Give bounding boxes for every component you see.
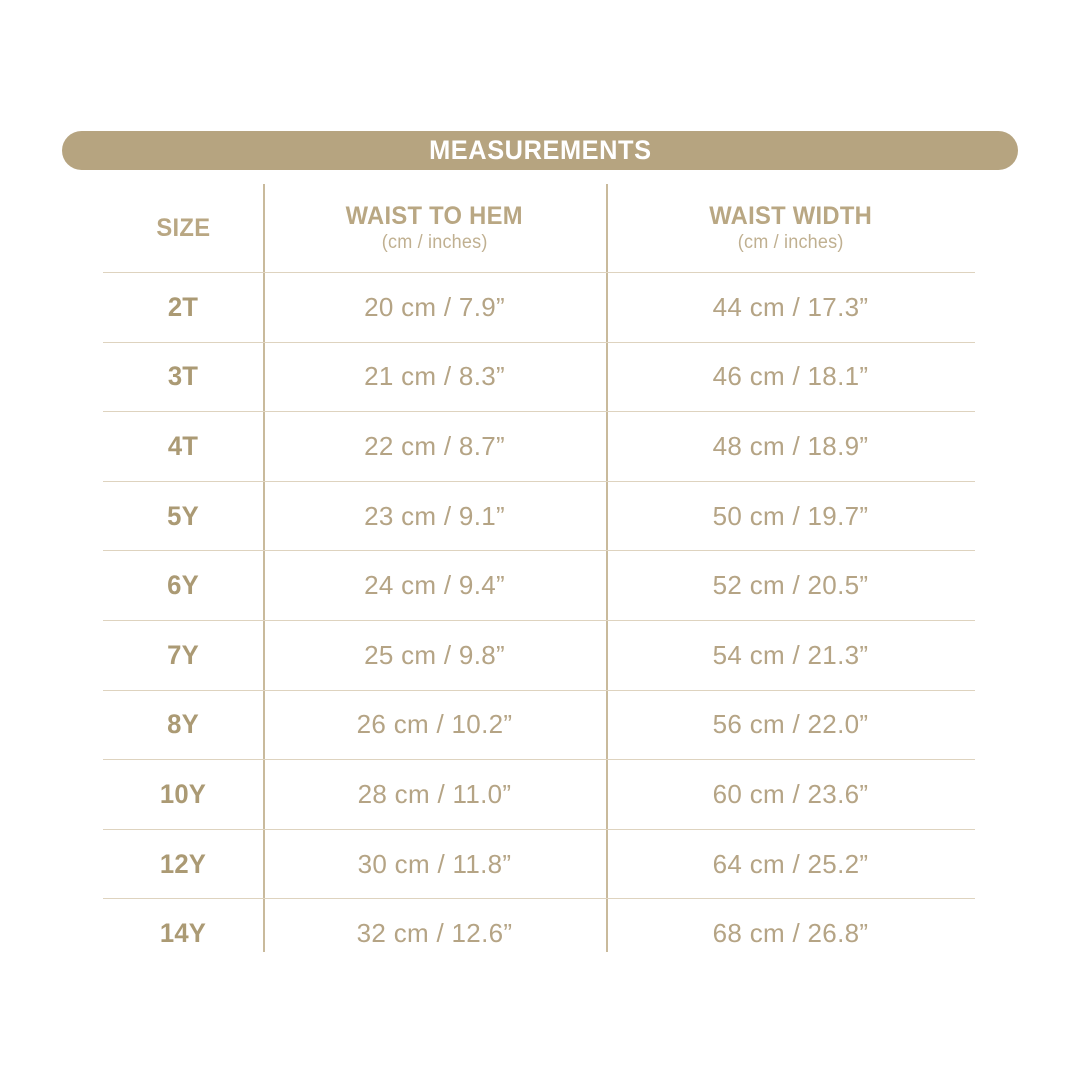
cell-size: 6Y — [167, 570, 199, 601]
cell-size: 12Y — [159, 848, 207, 879]
cell-waist-to-hem: 20 cm / 7.9” — [364, 291, 505, 322]
cell-waist-to-hem: 21 cm / 8.3” — [364, 361, 505, 392]
column-header-waist-to-hem: WAIST TO HEM (cm / inches) — [263, 184, 606, 272]
cell-waist-to-hem: 24 cm / 9.4” — [364, 570, 505, 601]
cell-size: 5Y — [167, 500, 199, 531]
table-row: 12Y 30 cm / 11.8” 64 cm / 25.2” — [103, 828, 975, 899]
cell-waist-width: 50 cm / 19.7” — [712, 500, 869, 531]
table-body: 2T 20 cm / 7.9” 44 cm / 17.3” 3T 21 cm /… — [103, 272, 975, 968]
cell-waist-to-hem: 26 cm / 10.2” — [356, 709, 513, 740]
cell-size: 3T — [167, 361, 199, 392]
table-row: 8Y 26 cm / 10.2” 56 cm / 22.0” — [103, 689, 975, 760]
cell-size: 7Y — [167, 639, 199, 670]
cell-waist-width: 44 cm / 17.3” — [712, 291, 869, 322]
cell-size: 2T — [167, 291, 199, 322]
cell-waist-to-hem: 22 cm / 8.7” — [364, 430, 505, 461]
cell-waist-width: 46 cm / 18.1” — [712, 361, 869, 392]
table-row: 14Y 32 cm / 12.6” 68 cm / 26.8” — [103, 898, 975, 968]
column-header-waist-to-hem-units: (cm / inches) — [381, 232, 488, 253]
table-row: 3T 21 cm / 8.3” 46 cm / 18.1” — [103, 341, 975, 412]
table-row: 10Y 28 cm / 11.0” 60 cm / 23.6” — [103, 759, 975, 829]
column-header-waist-to-hem-label: WAIST TO HEM — [345, 202, 524, 230]
table-row: 4T 22 cm / 8.7” 48 cm / 18.9” — [103, 411, 975, 481]
cell-size: 10Y — [159, 778, 207, 809]
cell-waist-width: 54 cm / 21.3” — [712, 639, 869, 670]
cell-size: 8Y — [167, 709, 199, 740]
cell-waist-to-hem: 23 cm / 9.1” — [364, 500, 505, 531]
cell-waist-width: 68 cm / 26.8” — [712, 918, 869, 949]
column-header-size: SIZE — [103, 184, 263, 272]
cell-waist-width: 60 cm / 23.6” — [712, 778, 869, 809]
column-header-waist-width-label: WAIST WIDTH — [709, 202, 872, 230]
cell-waist-width: 56 cm / 22.0” — [712, 709, 869, 740]
cell-waist-width: 48 cm / 18.9” — [712, 430, 869, 461]
table-row: 7Y 25 cm / 9.8” 54 cm / 21.3” — [103, 619, 975, 690]
cell-waist-to-hem: 25 cm / 9.8” — [364, 639, 505, 670]
cell-waist-to-hem: 30 cm / 11.8” — [357, 848, 512, 879]
column-divider-1 — [263, 184, 265, 952]
column-header-size-label: SIZE — [156, 214, 210, 242]
cell-waist-to-hem: 32 cm / 12.6” — [356, 918, 513, 949]
column-header-waist-width: WAIST WIDTH (cm / inches) — [606, 184, 975, 272]
table-row: 5Y 23 cm / 9.1” 50 cm / 19.7” — [103, 480, 975, 551]
cell-waist-width: 52 cm / 20.5” — [712, 570, 869, 601]
cell-size: 4T — [167, 430, 199, 461]
table-row: 2T 20 cm / 7.9” 44 cm / 17.3” — [103, 272, 975, 342]
table-row: 6Y 24 cm / 9.4” 52 cm / 20.5” — [103, 550, 975, 620]
table-header-row: SIZE WAIST TO HEM (cm / inches) WAIST WI… — [103, 184, 975, 272]
column-divider-2 — [606, 184, 608, 952]
cell-size: 14Y — [159, 918, 207, 949]
measurements-banner: MEASUREMENTS — [62, 131, 1018, 170]
cell-waist-width: 64 cm / 25.2” — [712, 848, 869, 879]
cell-waist-to-hem: 28 cm / 11.0” — [357, 778, 512, 809]
column-header-waist-width-units: (cm / inches) — [737, 232, 844, 253]
measurements-table: SIZE WAIST TO HEM (cm / inches) WAIST WI… — [103, 184, 975, 952]
banner-title: MEASUREMENTS — [428, 135, 652, 165]
